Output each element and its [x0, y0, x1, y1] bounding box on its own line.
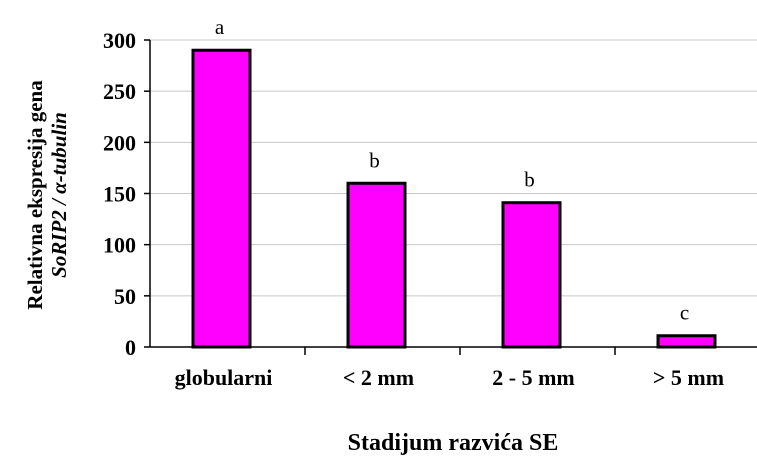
- bar: [191, 48, 252, 349]
- y-tick-label: 50: [114, 284, 136, 309]
- x-tick-label: 2 - 5 mm: [492, 365, 574, 390]
- data-label-layer: a b b c: [215, 15, 689, 325]
- y-tick-label: 300: [103, 28, 136, 53]
- bar: [501, 201, 562, 349]
- y-tick-layer: 0 50 100 150 200 250 300: [103, 28, 150, 360]
- y-tick-label: 100: [103, 233, 136, 258]
- data-label: b: [524, 168, 535, 192]
- y-axis-title-line2: SoRIP2 / α-tubulin: [47, 112, 71, 278]
- y-tick-label: 0: [125, 335, 136, 360]
- bar: [656, 334, 717, 349]
- bar: [346, 181, 407, 349]
- x-tick-label: < 2 mm: [343, 365, 414, 390]
- grid-layer: [150, 39, 757, 297]
- y-axis-title-line1: Relativna ekspresija gena: [23, 80, 47, 310]
- x-axis-title: Stadijum razvića SE: [348, 430, 559, 456]
- x-tick-label: globularni: [175, 365, 273, 390]
- data-label: b: [369, 148, 380, 172]
- x-tick-label: > 5 mm: [653, 365, 724, 390]
- data-label: c: [680, 301, 689, 325]
- x-tick-layer: globularni < 2 mm 2 - 5 mm > 5 mm: [175, 347, 724, 390]
- y-tick-label: 200: [103, 130, 136, 155]
- bar-layer: [191, 48, 717, 349]
- y-tick-label: 250: [103, 79, 136, 104]
- data-label: a: [215, 15, 225, 39]
- y-tick-label: 150: [103, 182, 136, 207]
